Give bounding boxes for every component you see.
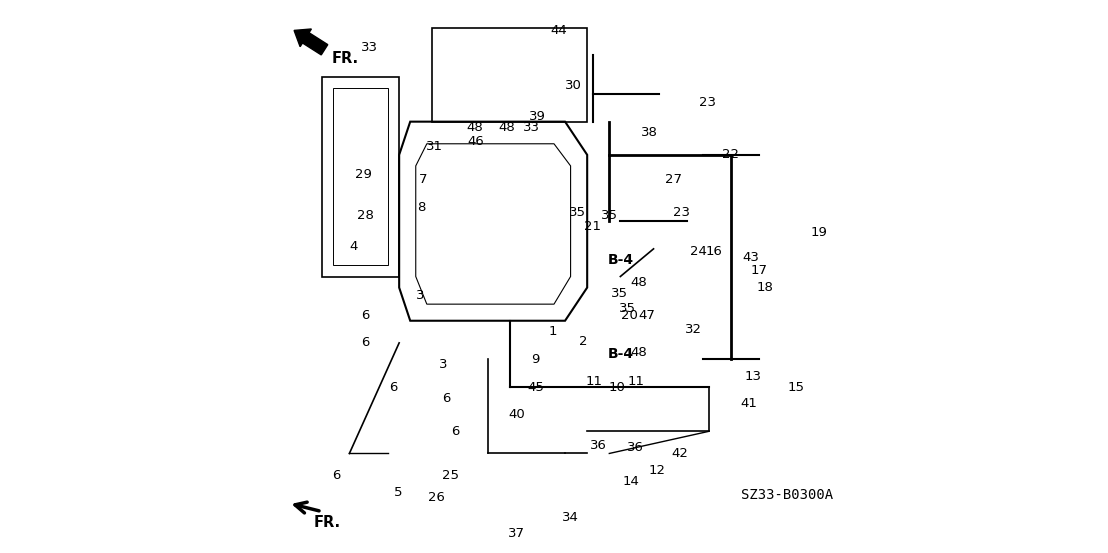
Text: 38: 38 (640, 126, 657, 139)
Text: 11: 11 (585, 375, 603, 388)
Text: 6: 6 (389, 380, 398, 394)
Text: 41: 41 (740, 397, 757, 410)
Text: 22: 22 (722, 148, 739, 161)
Text: 7: 7 (419, 173, 428, 186)
Text: 28: 28 (357, 209, 373, 222)
Text: 36: 36 (627, 441, 644, 455)
Text: 30: 30 (565, 79, 582, 92)
Text: 15: 15 (788, 380, 804, 394)
Text: 3: 3 (439, 358, 448, 372)
FancyArrow shape (294, 29, 328, 55)
Text: 27: 27 (665, 173, 681, 186)
Text: 13: 13 (745, 369, 761, 383)
Text: 10: 10 (608, 380, 626, 394)
Text: 36: 36 (589, 439, 607, 452)
Text: 12: 12 (648, 463, 666, 477)
Text: 32: 32 (685, 322, 701, 336)
Text: 40: 40 (509, 408, 525, 421)
Text: 33: 33 (523, 121, 541, 134)
Text: 39: 39 (529, 109, 546, 123)
Text: FR.: FR. (331, 50, 359, 66)
Text: 26: 26 (429, 491, 445, 504)
Text: 6: 6 (361, 309, 370, 322)
Text: 31: 31 (425, 140, 442, 153)
Text: 17: 17 (750, 264, 767, 278)
Text: 25: 25 (441, 469, 459, 482)
Text: 24: 24 (690, 245, 707, 258)
Text: 14: 14 (623, 474, 639, 488)
Text: 1: 1 (548, 325, 556, 338)
Text: 4: 4 (349, 239, 358, 253)
Text: 21: 21 (584, 220, 602, 233)
Text: 23: 23 (699, 96, 716, 109)
Text: B-4: B-4 (607, 347, 634, 361)
Text: 20: 20 (620, 309, 637, 322)
Text: 6: 6 (361, 336, 370, 349)
Text: 16: 16 (706, 245, 722, 258)
Text: 35: 35 (611, 286, 628, 300)
Text: 48: 48 (499, 121, 515, 134)
Text: 6: 6 (442, 392, 451, 405)
Text: 33: 33 (361, 40, 378, 54)
Text: 19: 19 (811, 226, 828, 239)
Text: FR.: FR. (314, 515, 340, 530)
Text: 48: 48 (466, 121, 483, 134)
Text: 34: 34 (562, 510, 579, 524)
Text: B-4: B-4 (607, 253, 634, 267)
Text: 42: 42 (671, 447, 688, 460)
Text: 6: 6 (451, 425, 459, 438)
Text: 47: 47 (638, 309, 655, 322)
Text: 8: 8 (417, 201, 425, 214)
Text: 3: 3 (416, 289, 424, 302)
Text: 44: 44 (550, 24, 567, 37)
Text: 35: 35 (570, 206, 586, 220)
Text: 35: 35 (618, 302, 636, 315)
Text: 9: 9 (531, 353, 540, 366)
Text: 2: 2 (579, 335, 587, 348)
Text: SZ33-B0300A: SZ33-B0300A (741, 488, 833, 502)
Text: 6: 6 (332, 469, 340, 482)
Text: 23: 23 (673, 206, 689, 220)
Text: 48: 48 (630, 346, 647, 359)
Text: 11: 11 (627, 375, 645, 388)
Text: 45: 45 (527, 380, 545, 394)
Text: 35: 35 (602, 209, 618, 222)
Text: 18: 18 (757, 281, 773, 294)
Text: 48: 48 (630, 275, 647, 289)
Text: 5: 5 (393, 486, 402, 499)
Text: 43: 43 (742, 251, 759, 264)
Text: 37: 37 (507, 527, 525, 540)
Text: 29: 29 (355, 168, 371, 181)
Text: 46: 46 (468, 134, 484, 148)
